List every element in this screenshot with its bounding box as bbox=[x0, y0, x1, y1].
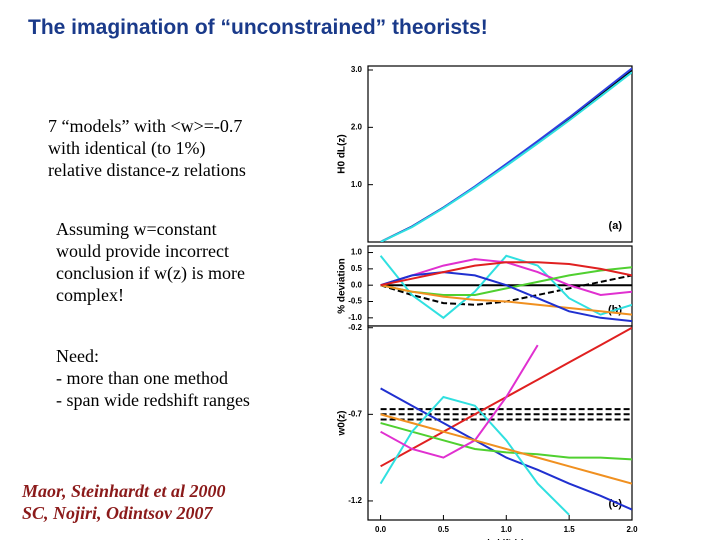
y-tick-label: 0.5 bbox=[351, 264, 363, 273]
text-line: relative distance-z relations bbox=[48, 160, 246, 180]
y-axis-label: % deviation bbox=[337, 258, 348, 314]
text-line: - more than one method bbox=[56, 368, 228, 388]
text-line: Need: bbox=[56, 346, 99, 366]
y-tick-label: -0.7 bbox=[348, 409, 362, 418]
series-line bbox=[380, 271, 632, 323]
y-tick-label: -0.5 bbox=[348, 297, 362, 306]
citation: SC, Nojiri, Odintsov 2007 bbox=[22, 503, 213, 523]
y-tick-label: -0.2 bbox=[348, 323, 362, 332]
text-line: with identical (to 1%) bbox=[48, 138, 206, 158]
citations: Maor, Steinhardt et al 2000 SC, Nojiri, … bbox=[22, 480, 226, 524]
panel-label: (a) bbox=[609, 220, 623, 232]
series-line bbox=[380, 422, 632, 461]
y-tick-label: 1.0 bbox=[351, 180, 363, 189]
series-line bbox=[379, 254, 632, 320]
text-block: 7 “models” with <w>=-0.7 with identical … bbox=[48, 115, 246, 181]
series-line bbox=[380, 344, 539, 459]
y-tick-label: 1.0 bbox=[351, 248, 363, 257]
y-axis-label: H0 dL(z) bbox=[337, 134, 348, 173]
panel-frame bbox=[367, 325, 633, 521]
text-block: Assuming w=constant would provide incorr… bbox=[56, 218, 245, 306]
text-line: 7 “models” with <w>=-0.7 bbox=[48, 116, 243, 136]
y-tick-label: -1.0 bbox=[348, 313, 362, 322]
text-block: Need: - more than one method - span wide… bbox=[56, 345, 250, 411]
series-line bbox=[380, 413, 632, 485]
series-line bbox=[380, 284, 632, 316]
x-tick-label: 1.5 bbox=[564, 525, 576, 534]
x-tick-label: 0.5 bbox=[438, 525, 450, 534]
y-tick-label: 0.0 bbox=[351, 280, 363, 289]
y-tick-label: 2.0 bbox=[351, 122, 363, 131]
series-line bbox=[380, 387, 632, 511]
series-line bbox=[380, 261, 632, 287]
x-tick-label: 0.0 bbox=[375, 525, 387, 534]
figure: 1.0 2.0 3.0 H0 dL(z) (a) 1.0 0.5 0.0 -0.5 -1.0% d… bbox=[337, 65, 638, 540]
slide-title: The imagination of “unconstrained” theor… bbox=[28, 16, 488, 39]
y-tick-label: 3.0 bbox=[351, 65, 363, 74]
series-line bbox=[379, 395, 570, 516]
series-line bbox=[380, 71, 632, 242]
y-axis-label: w0(z) bbox=[337, 411, 348, 437]
text-line: would provide incorrect bbox=[56, 241, 229, 261]
x-axis-label: red shift (z) bbox=[476, 537, 525, 540]
y-tick-label: -1.2 bbox=[348, 496, 362, 505]
x-tick-label: 1.0 bbox=[501, 525, 513, 534]
text-line: - span wide redshift ranges bbox=[56, 390, 250, 410]
x-tick-label: 2.0 bbox=[626, 525, 638, 534]
text-line: complex! bbox=[56, 285, 124, 305]
text-line: Assuming w=constant bbox=[56, 219, 217, 239]
citation: Maor, Steinhardt et al 2000 bbox=[22, 481, 226, 501]
panel-frame bbox=[367, 65, 633, 243]
text-line: conclusion if w(z) is more bbox=[56, 263, 245, 283]
